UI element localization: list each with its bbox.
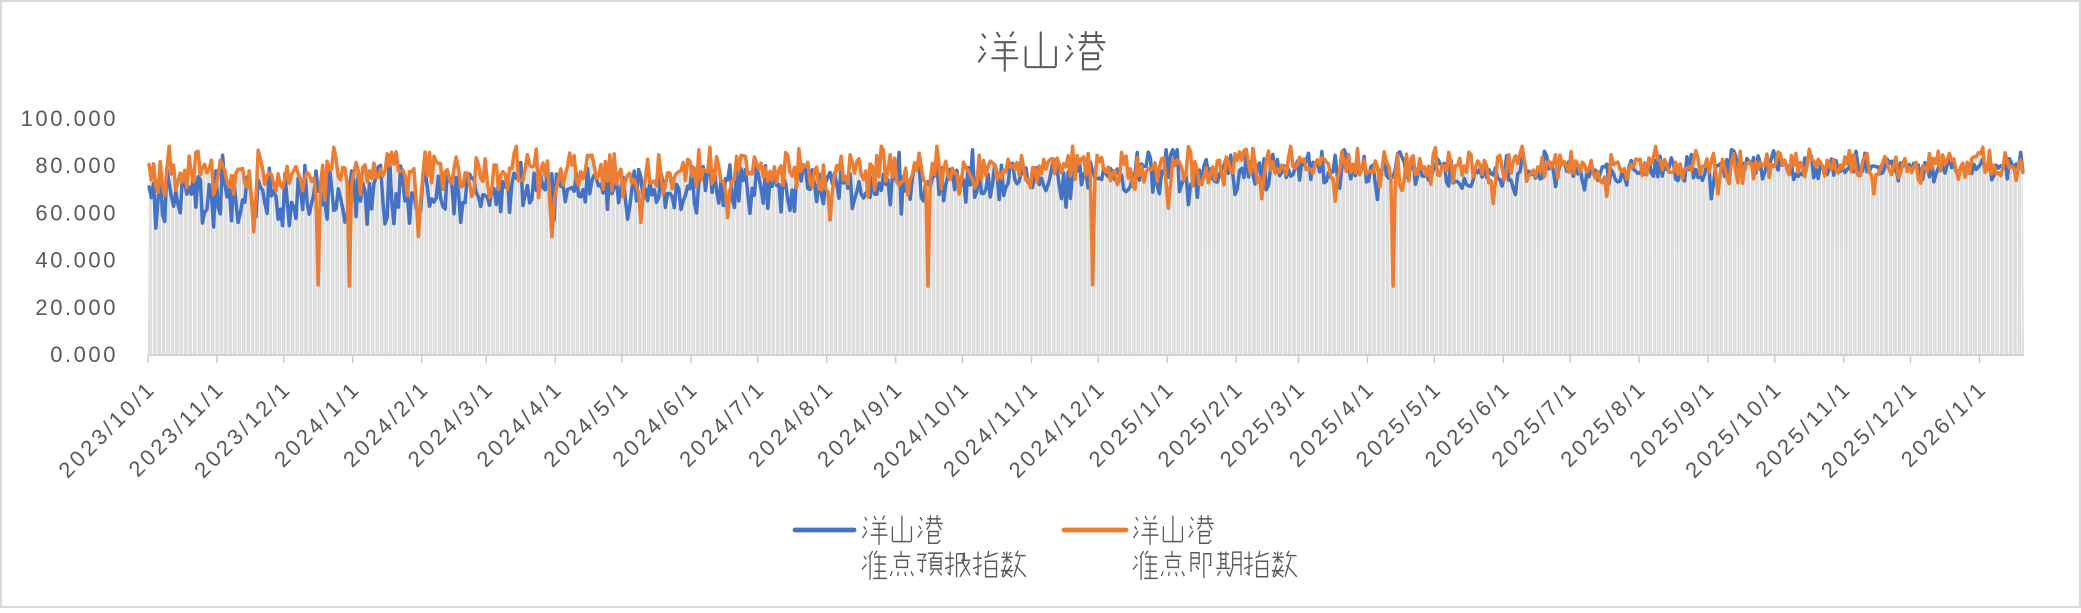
svg-text:40.000: 40.000 <box>35 248 118 273</box>
svg-text:0.000: 0.000 <box>50 342 118 367</box>
svg-text:60.000: 60.000 <box>35 200 118 225</box>
svg-text:80.000: 80.000 <box>35 153 118 178</box>
svg-text:100.000: 100.000 <box>21 106 118 131</box>
svg-text:20.000: 20.000 <box>35 295 118 320</box>
